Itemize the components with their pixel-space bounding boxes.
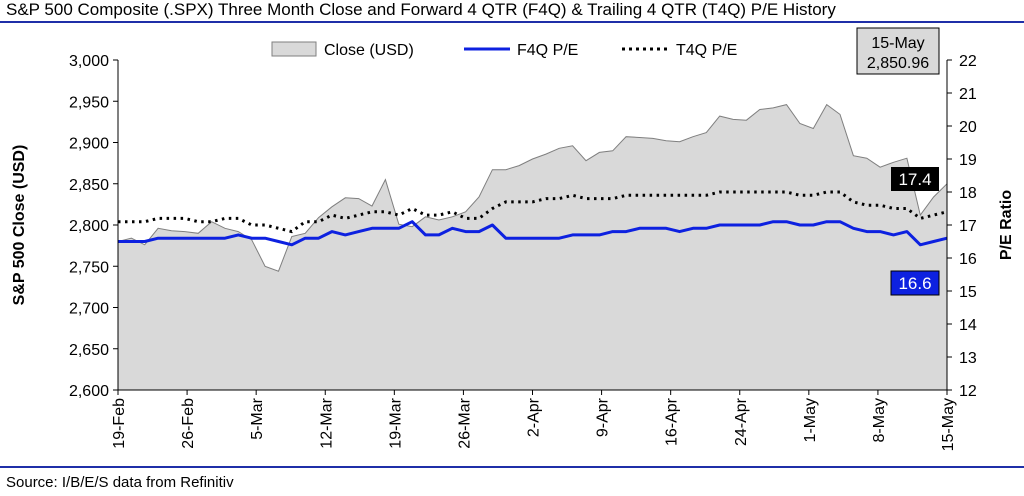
- x-tick-label: 26-Mar: [456, 397, 473, 448]
- t4q-end-label-text: 17.4: [898, 170, 931, 189]
- y2-tick-label: 13: [959, 350, 977, 367]
- x-tick-label: 5-Mar: [249, 397, 266, 439]
- x-tick-label: 1-May: [802, 398, 819, 442]
- y-axis-title: S&P 500 Close (USD): [11, 145, 28, 306]
- x-tick-label: 8-May: [871, 398, 888, 442]
- f4q-end-label-box: [890, 270, 940, 296]
- y2-tick-label: 20: [959, 119, 977, 136]
- x-tick-label: 26-Feb: [180, 398, 197, 449]
- axes-layer: 2,600 2,650 2,700 2,750 2,800 2,850 2,900 2,950…: [69, 53, 977, 451]
- y2-tick-label: 18: [959, 185, 977, 202]
- y2-tick-label: 17: [959, 218, 977, 235]
- legend-label-t4q: T4Q P/E: [676, 42, 737, 59]
- y2-tick-label: 14: [959, 317, 977, 334]
- legend-label-f4q: F4Q P/E: [517, 42, 578, 59]
- y2-tick-label: 21: [959, 86, 977, 103]
- y-tick-label: 2,750: [69, 259, 109, 276]
- y-tick-label: 2,800: [69, 218, 109, 235]
- x-tick-label: 19-Feb: [111, 398, 128, 449]
- callout-box: [856, 27, 940, 75]
- source-note: Source: I/B/E/S data from Refinitiv: [6, 474, 234, 491]
- y-tick-label: 2,850: [69, 177, 109, 194]
- footer-rule: [0, 466, 1024, 468]
- legend-swatch-close: [271, 41, 317, 57]
- y-tick-label: 2,650: [69, 342, 109, 359]
- chart: 2,600 2,650 2,700 2,750 2,800 2,850 2,900 2,950…: [11, 27, 1015, 451]
- x-tick-label: 19-Mar: [387, 397, 404, 448]
- y-tick-label: 2,700: [69, 301, 109, 318]
- y-tick-label: 2,600: [69, 383, 109, 400]
- close-area-layer: [117, 103, 948, 391]
- t4q-pe-line: [118, 190, 948, 234]
- y2-tick-label: 12: [959, 383, 977, 400]
- y2-tick-label: 16: [959, 251, 977, 268]
- x-tick-label: 9-Apr: [595, 397, 612, 437]
- callout-value: 2,850.96: [867, 55, 929, 72]
- t4q-end-label-box: [891, 167, 939, 191]
- latest-close-callout: 15-May 2,850.96: [856, 27, 940, 75]
- x-tick-label: 15-May: [940, 398, 957, 451]
- y-tick-label: 2,900: [69, 136, 109, 153]
- y-tick-label: 3,000: [69, 53, 109, 70]
- chart-title: S&P 500 Composite (.SPX) Three Month Clo…: [6, 0, 836, 19]
- f4q-end-label: 16.6: [890, 270, 940, 296]
- pe-lines-layer: [118, 190, 948, 247]
- x-tick-label: 12-Mar: [318, 397, 335, 448]
- y2-tick-label: 19: [959, 152, 977, 169]
- legend-label-close: Close (USD): [324, 42, 414, 59]
- y2-tick-label: 15: [959, 284, 977, 301]
- f4q-pe-line: [118, 220, 948, 247]
- x-tick-label: 16-Apr: [664, 397, 681, 446]
- y-tick-label: 2,950: [69, 94, 109, 111]
- x-tick-label: 2-Apr: [526, 397, 543, 437]
- callout-date: 15-May: [871, 35, 924, 52]
- legend: Close (USD) F4Q P/E T4Q P/E: [271, 41, 737, 59]
- x-tick-label: 24-Apr: [733, 397, 750, 446]
- f4q-end-label-text: 16.6: [898, 274, 931, 293]
- t4q-end-label: 17.4: [891, 167, 939, 191]
- title-rule: [0, 21, 1024, 23]
- close-area-series: [117, 103, 948, 391]
- y2-axis-title: P/E Ratio: [998, 190, 1015, 260]
- y2-tick-label: 22: [959, 53, 977, 70]
